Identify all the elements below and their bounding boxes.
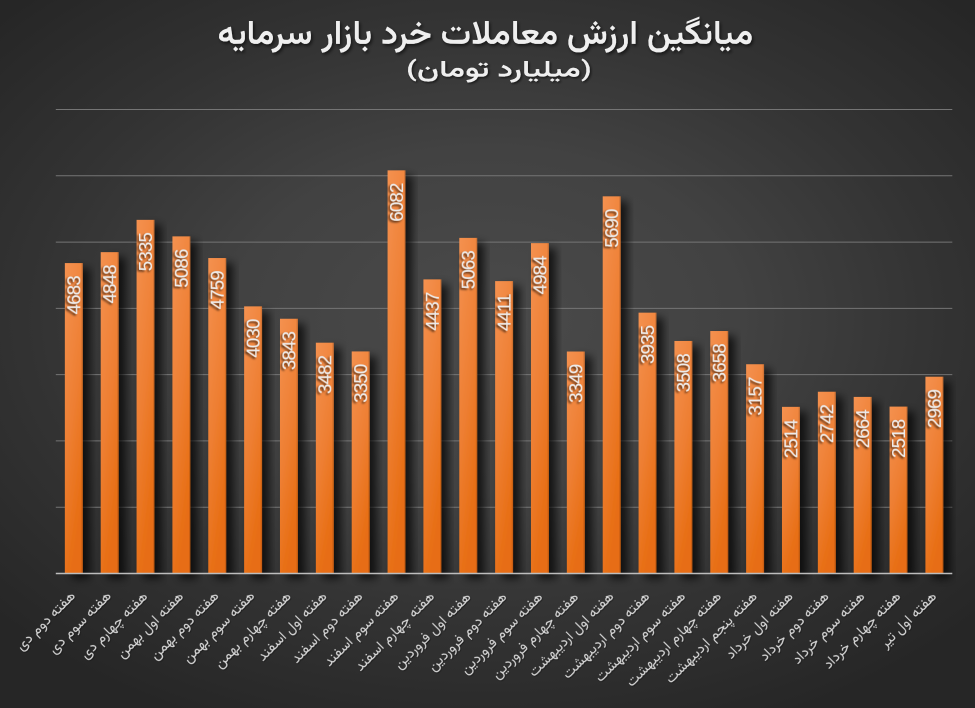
- svg-text:2664: 2664: [852, 410, 873, 449]
- svg-text:5063: 5063: [458, 250, 479, 289]
- svg-text:2518: 2518: [888, 419, 909, 458]
- svg-text:5335: 5335: [135, 232, 156, 271]
- svg-text:3843: 3843: [278, 331, 299, 370]
- svg-text:2742: 2742: [816, 404, 837, 443]
- svg-text:4437: 4437: [422, 292, 443, 331]
- svg-text:5086: 5086: [171, 249, 192, 288]
- svg-text:4759: 4759: [207, 271, 228, 310]
- svg-text:3935: 3935: [637, 325, 658, 364]
- svg-text:3482: 3482: [314, 355, 335, 394]
- svg-text:3349: 3349: [565, 364, 586, 403]
- svg-text:4984: 4984: [529, 256, 550, 295]
- svg-text:5690: 5690: [601, 209, 622, 248]
- svg-text:4030: 4030: [243, 319, 264, 358]
- svg-text:3157: 3157: [745, 377, 766, 416]
- svg-text:2969: 2969: [924, 389, 945, 428]
- svg-text:3350: 3350: [350, 364, 371, 403]
- svg-text:6082: 6082: [386, 183, 407, 222]
- svg-text:3658: 3658: [709, 344, 730, 383]
- svg-text:4848: 4848: [99, 265, 120, 304]
- svg-text:4411: 4411: [494, 294, 515, 331]
- svg-text:2514: 2514: [780, 419, 801, 458]
- svg-text:3508: 3508: [673, 354, 694, 393]
- svg-text:4683: 4683: [63, 276, 84, 315]
